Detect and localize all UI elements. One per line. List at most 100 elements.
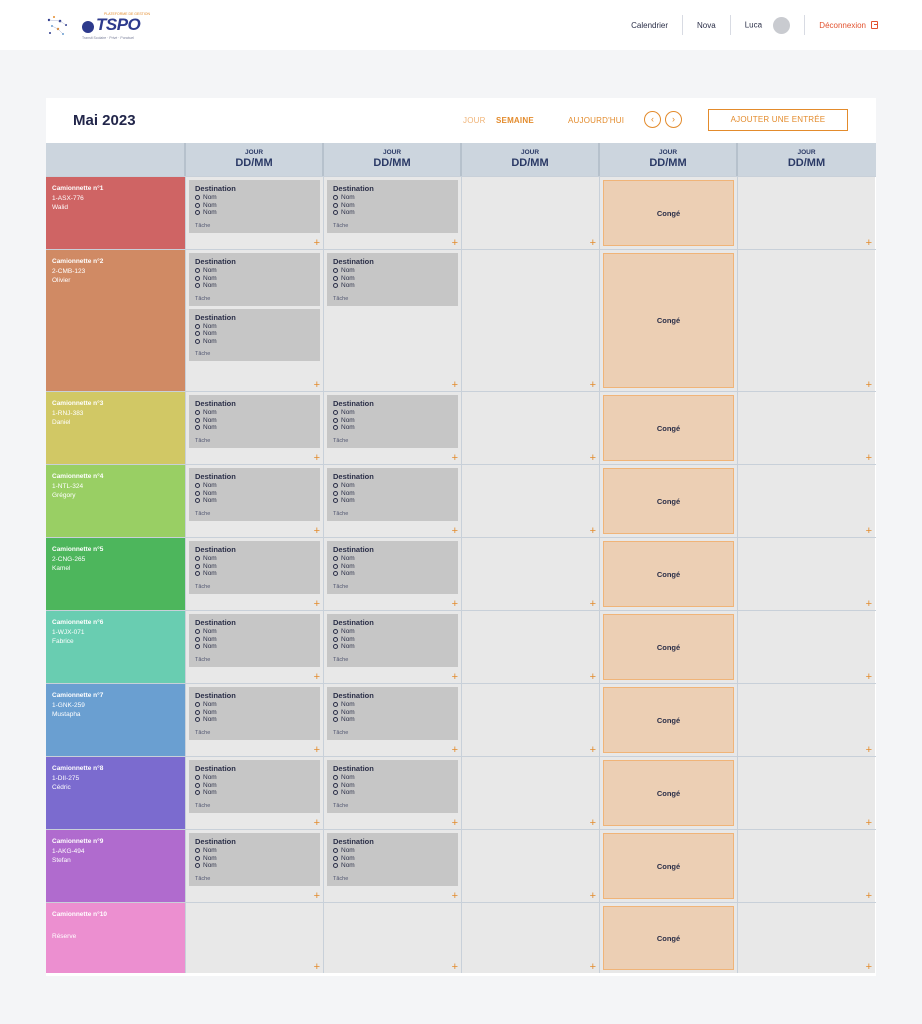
day-cell[interactable]: + — [737, 465, 875, 537]
add-entry-plus-icon[interactable]: + — [589, 525, 596, 537]
day-cell[interactable]: + — [461, 538, 599, 610]
day-cell[interactable]: Destination Nom Nom Nom Tâche + — [323, 684, 461, 756]
day-cell[interactable]: Destination Nom Nom Nom Tâche + — [185, 684, 323, 756]
day-cell[interactable]: + — [461, 177, 599, 249]
day-cell[interactable]: + — [737, 757, 875, 829]
day-cell[interactable]: Destination Nom Nom Nom Tâche + — [323, 538, 461, 610]
van-info-cell[interactable]: Camionnette n°5 2-CNG-265 Kamel — [46, 538, 185, 610]
app-logo[interactable]: PLATEFORME DE GESTION TSPO Transit Scola… — [46, 12, 150, 42]
day-cell-leave[interactable]: Congé — [599, 830, 737, 902]
day-cell[interactable]: Destination Nom Nom Nom Tâche + — [323, 177, 461, 249]
day-cell[interactable]: Destination Nom Nom Nom Tâche + — [185, 392, 323, 464]
van-info-cell[interactable]: Camionnette n°7 1-GNK-259 Mustapha — [46, 684, 185, 756]
add-entry-plus-icon[interactable]: + — [589, 817, 596, 829]
trip-entry[interactable]: Destination Nom Nom Nom Tâche — [189, 253, 320, 306]
van-info-cell[interactable]: Camionnette n°10 Réserve — [46, 903, 185, 973]
add-entry-plus-icon[interactable]: + — [865, 817, 872, 829]
trip-entry[interactable]: Destination Nom Nom Nom Tâche — [327, 614, 458, 667]
van-info-cell[interactable]: Camionnette n°4 1-NTL-324 Grégory — [46, 465, 185, 537]
add-entry-plus-icon[interactable]: + — [451, 671, 458, 683]
day-cell-leave[interactable]: Congé — [599, 177, 737, 249]
day-cell[interactable]: + — [185, 903, 323, 973]
day-cell-leave[interactable]: Congé — [599, 392, 737, 464]
trip-entry[interactable]: Destination Nom Nom Nom Tâche — [189, 541, 320, 594]
add-entry-plus-icon[interactable]: + — [865, 237, 872, 249]
day-cell[interactable]: Destination Nom Nom Nom Tâche + — [323, 392, 461, 464]
add-entry-plus-icon[interactable]: + — [589, 598, 596, 610]
add-entry-plus-icon[interactable]: + — [589, 379, 596, 391]
day-cell[interactable]: Destination Nom Nom Nom Tâche + — [185, 177, 323, 249]
day-cell[interactable]: + — [323, 903, 461, 973]
day-cell-leave[interactable]: Congé — [599, 903, 737, 973]
leave-block[interactable]: Congé — [603, 395, 734, 461]
add-entry-plus-icon[interactable]: + — [865, 452, 872, 464]
view-day-toggle[interactable]: JOUR — [463, 116, 486, 125]
add-entry-plus-icon[interactable]: + — [589, 452, 596, 464]
day-cell[interactable]: + — [737, 250, 875, 391]
add-entry-plus-icon[interactable]: + — [451, 817, 458, 829]
day-cell[interactable]: + — [461, 392, 599, 464]
add-entry-plus-icon[interactable]: + — [313, 525, 320, 537]
day-cell-leave[interactable]: Congé — [599, 611, 737, 683]
nav-user-luca[interactable]: Luca — [745, 16, 791, 34]
add-entry-plus-icon[interactable]: + — [865, 598, 872, 610]
day-cell[interactable]: Destination Nom Nom Nom Tâche + — [185, 830, 323, 902]
day-cell-leave[interactable]: Congé — [599, 757, 737, 829]
add-entry-plus-icon[interactable]: + — [451, 744, 458, 756]
add-entry-plus-icon[interactable]: + — [313, 961, 320, 973]
trip-entry[interactable]: Destination Nom Nom Nom Tâche — [189, 833, 320, 886]
add-entry-plus-icon[interactable]: + — [865, 890, 872, 902]
day-cell-leave[interactable]: Congé — [599, 250, 737, 391]
trip-entry[interactable]: Destination Nom Nom Nom Tâche — [327, 253, 458, 306]
add-entry-plus-icon[interactable]: + — [865, 525, 872, 537]
add-entry-plus-icon[interactable]: + — [313, 379, 320, 391]
add-entry-plus-icon[interactable]: + — [451, 525, 458, 537]
leave-block[interactable]: Congé — [603, 760, 734, 826]
day-cell[interactable]: + — [737, 903, 875, 973]
add-entry-plus-icon[interactable]: + — [313, 890, 320, 902]
add-entry-plus-icon[interactable]: + — [313, 237, 320, 249]
add-entry-plus-icon[interactable]: + — [589, 744, 596, 756]
leave-block[interactable]: Congé — [603, 906, 734, 970]
add-entry-plus-icon[interactable]: + — [451, 890, 458, 902]
van-info-cell[interactable]: Camionnette n°9 1-AKG-494 Stefan — [46, 830, 185, 902]
day-cell[interactable]: Destination Nom Nom Nom Tâche + — [185, 611, 323, 683]
day-cell[interactable]: + — [461, 903, 599, 973]
add-entry-plus-icon[interactable]: + — [589, 671, 596, 683]
add-entry-plus-icon[interactable]: + — [865, 744, 872, 756]
day-cell[interactable]: + — [461, 830, 599, 902]
add-entry-plus-icon[interactable]: + — [451, 961, 458, 973]
day-cell[interactable]: Destination Nom Nom Nom Tâche + — [323, 611, 461, 683]
prev-week-button[interactable]: ‹ — [644, 111, 661, 128]
trip-entry[interactable]: Destination Nom Nom Nom Tâche — [327, 833, 458, 886]
add-entry-plus-icon[interactable]: + — [589, 890, 596, 902]
leave-block[interactable]: Congé — [603, 541, 734, 607]
trip-entry[interactable]: Destination Nom Nom Nom Tâche — [189, 614, 320, 667]
trip-entry[interactable]: Destination Nom Nom Nom Tâche — [327, 395, 458, 448]
next-week-button[interactable]: › — [665, 111, 682, 128]
day-cell[interactable]: + — [461, 611, 599, 683]
add-entry-plus-icon[interactable]: + — [865, 961, 872, 973]
van-info-cell[interactable]: Camionnette n°3 1-RNJ-383 Daniel — [46, 392, 185, 464]
today-button[interactable]: AUJOURD'HUI — [568, 116, 625, 125]
view-week-toggle[interactable]: SEMAINE — [496, 116, 534, 125]
trip-entry[interactable]: Destination Nom Nom Nom Tâche — [327, 541, 458, 594]
avatar[interactable] — [773, 16, 791, 34]
add-entry-plus-icon[interactable]: + — [313, 452, 320, 464]
day-header-3[interactable]: JOUR DD/MM — [461, 143, 599, 176]
day-cell[interactable]: + — [737, 177, 875, 249]
add-entry-plus-icon[interactable]: + — [451, 379, 458, 391]
day-cell[interactable]: Destination Nom Nom Nom Tâche + — [185, 757, 323, 829]
day-cell-leave[interactable]: Congé — [599, 465, 737, 537]
add-entry-plus-icon[interactable]: + — [589, 961, 596, 973]
van-info-cell[interactable]: Camionnette n°1 1-ASX-776 Walid — [46, 177, 185, 249]
day-cell[interactable]: + — [461, 684, 599, 756]
day-cell[interactable]: + — [461, 465, 599, 537]
day-cell[interactable]: Destination Nom Nom Nom Tâche + — [323, 830, 461, 902]
add-entry-plus-icon[interactable]: + — [313, 744, 320, 756]
day-cell-leave[interactable]: Congé — [599, 684, 737, 756]
day-cell[interactable]: Destination Nom Nom Nom Tâche Destination Nom N… — [185, 250, 323, 391]
van-info-cell[interactable]: Camionnette n°8 1-DII-275 Cédric — [46, 757, 185, 829]
add-entry-button[interactable]: AJOUTER UNE ENTRÉE — [708, 109, 848, 131]
add-entry-plus-icon[interactable]: + — [313, 598, 320, 610]
